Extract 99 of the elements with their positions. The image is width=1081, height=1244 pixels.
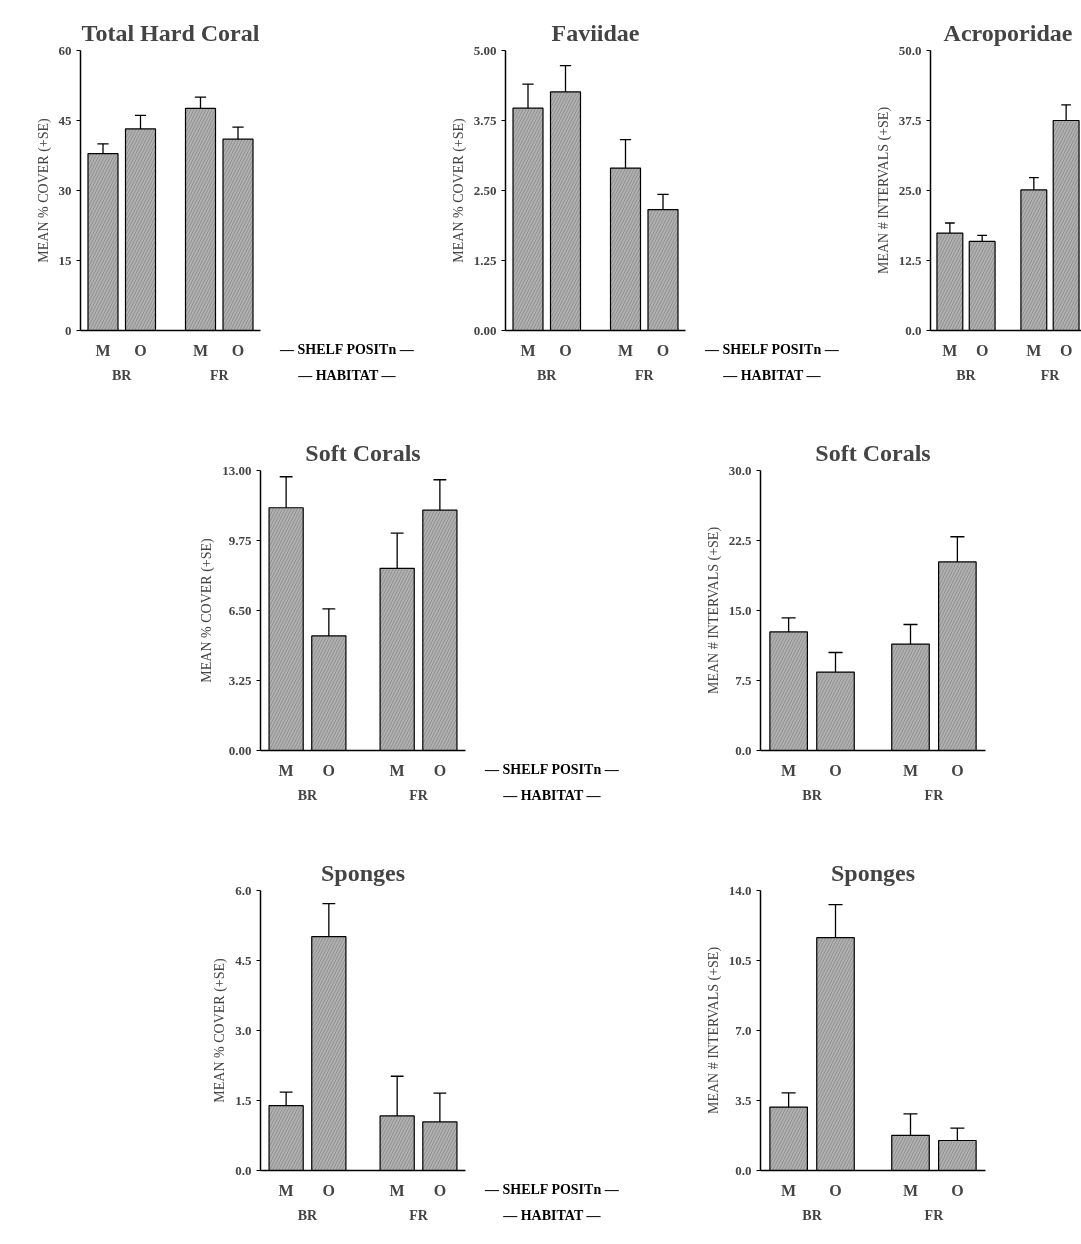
x-tick-label: M — [520, 341, 536, 359]
y-tick-label: 3.25 — [228, 672, 252, 688]
y-tick-label: 1.25 — [473, 252, 497, 268]
chart-title: Total Hard Coral — [81, 19, 260, 46]
x-tick-label: M — [902, 1181, 919, 1199]
chart-title: Faviidae — [551, 19, 640, 46]
x-tick-label: M — [95, 341, 111, 359]
y-tick-label: 0.0 — [735, 742, 752, 758]
text: BR — [802, 1207, 823, 1223]
y-axis-title: MEAN # INTERVALS (+SE) — [705, 946, 722, 1115]
text: — HABITAT — — [722, 367, 822, 385]
x-tick-label: O — [1059, 341, 1073, 359]
chart-title: Acroporidae — [943, 19, 1073, 46]
y-tick-label: 0.00 — [228, 742, 252, 758]
y-tick-label: 25.0 — [898, 182, 922, 198]
x-tick-label: O — [134, 341, 147, 359]
x-tick-label: O — [829, 761, 842, 779]
y-tick-label: 9.75 — [228, 532, 252, 548]
y-axis-title: MEAN # INTERVALS (+SE) — [705, 526, 722, 695]
chart-title: Soft Corals — [305, 439, 421, 466]
text: BR — [297, 787, 319, 803]
y-tick-label: 6.50 — [228, 602, 252, 618]
x-tick-label: M — [617, 341, 634, 359]
y-tick-label: 22.5 — [728, 532, 752, 548]
y-tick-label: 1.5 — [235, 1092, 252, 1108]
text: — HABITAT — — [297, 367, 397, 385]
x-tick-label: O — [975, 341, 989, 359]
y-tick-label: 30 — [58, 182, 72, 198]
x-tick-label: M — [781, 1181, 797, 1199]
y-tick-label: 60 — [58, 42, 72, 58]
text: FR — [924, 1207, 945, 1223]
y-tick-label: 37.5 — [898, 112, 922, 128]
text: FR — [1040, 367, 1061, 383]
y-tick-label: 30.0 — [728, 462, 752, 478]
x-tick-label: O — [231, 341, 245, 359]
y-tick-label: 2.50 — [473, 182, 497, 198]
y-tick-label: 6.0 — [235, 882, 252, 898]
x-tick-label: O — [559, 341, 572, 359]
chart-title: Soft Corals — [815, 439, 931, 466]
text: FR — [409, 787, 429, 803]
y-tick-label: 0 — [65, 322, 72, 338]
text: — SHELF POSITn — — [485, 1181, 619, 1199]
x-tick-label: O — [322, 761, 336, 779]
x-tick-label: M — [278, 1181, 294, 1199]
y-tick-label: 7.0 — [735, 1022, 752, 1038]
y-axis-title: MEAN % COVER (+SE) — [35, 117, 52, 263]
y-tick-label: 7.5 — [735, 672, 752, 688]
y-tick-label: 3.75 — [473, 112, 497, 128]
x-tick-label: O — [433, 761, 447, 779]
text: — SHELF POSITn — — [485, 761, 619, 779]
text: — HABITAT — — [502, 787, 602, 805]
y-tick-label: 45 — [58, 112, 72, 128]
text: BR — [802, 787, 823, 803]
y-axis-title: MEAN % COVER (+SE) — [212, 957, 229, 1103]
y-tick-label: 15 — [58, 252, 72, 268]
y-tick-label: 3.5 — [735, 1092, 752, 1108]
x-tick-label: M — [781, 761, 797, 779]
text: FR — [209, 367, 230, 383]
x-tick-label: M — [278, 761, 294, 779]
y-tick-label: 0.0 — [905, 322, 922, 338]
x-tick-label: M — [902, 761, 919, 779]
x-tick-label: O — [656, 341, 670, 359]
text: FR — [924, 787, 945, 803]
y-tick-label: 14.0 — [728, 882, 752, 898]
x-tick-label: M — [389, 761, 405, 779]
text: BR — [956, 367, 977, 383]
y-tick-label: 0.0 — [735, 1162, 752, 1178]
y-tick-label: 10.5 — [728, 952, 752, 968]
y-tick-label: 4.5 — [235, 952, 252, 968]
text: — SHELF POSITn — — [705, 341, 839, 359]
y-tick-label: 0.00 — [473, 322, 497, 338]
y-axis-title: MEAN % COVER (+SE) — [199, 537, 216, 683]
x-tick-label: M — [192, 341, 209, 359]
y-tick-label: 3.0 — [235, 1022, 252, 1038]
text: — HABITAT — — [502, 1207, 602, 1225]
text: — SHELF POSITn — — [280, 341, 414, 359]
chart-title: Sponges — [320, 859, 406, 886]
x-tick-label: O — [322, 1181, 336, 1199]
x-tick-label: O — [829, 1181, 842, 1199]
y-axis-title: MEAN % COVER (+SE) — [450, 117, 467, 263]
chart-title: Sponges — [830, 859, 916, 886]
y-tick-label: 13.00 — [222, 462, 252, 478]
y-tick-label: 12.5 — [898, 252, 922, 268]
x-tick-label: O — [951, 1181, 964, 1199]
y-tick-label: 15.0 — [728, 602, 752, 618]
x-tick-label: O — [433, 1181, 447, 1199]
y-tick-label: 0.0 — [235, 1162, 252, 1178]
text: BR — [112, 367, 133, 383]
text: FR — [634, 367, 655, 383]
text: BR — [537, 367, 558, 383]
x-tick-label: M — [1026, 341, 1042, 359]
x-tick-label: M — [389, 1181, 405, 1199]
y-tick-label: 50.0 — [898, 42, 922, 58]
text: FR — [409, 1207, 429, 1223]
text: BR — [297, 1207, 319, 1223]
x-tick-label: O — [951, 761, 964, 779]
y-axis-title: MEAN # INTERVALS (+SE) — [875, 106, 892, 275]
x-tick-label: M — [942, 341, 958, 359]
y-tick-label: 5.00 — [473, 42, 497, 58]
